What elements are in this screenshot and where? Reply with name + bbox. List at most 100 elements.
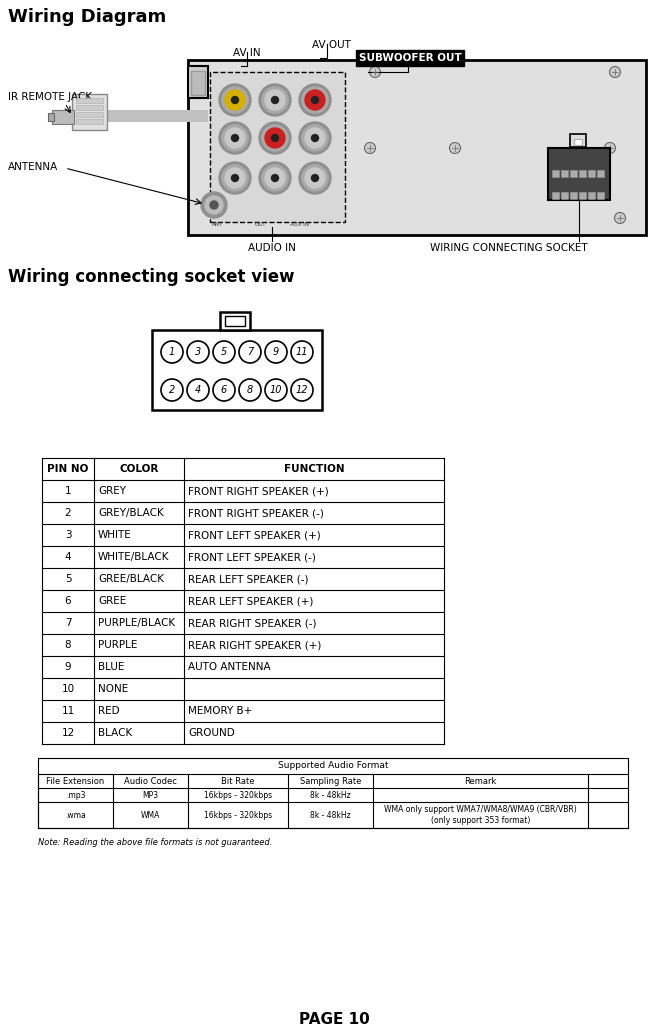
Text: 16kbps - 320kbps: 16kbps - 320kbps [204, 811, 272, 820]
Text: Sampling Rate: Sampling Rate [300, 777, 361, 786]
Circle shape [225, 90, 245, 110]
Text: WIRING CONNECTING SOCKET: WIRING CONNECTING SOCKET [430, 243, 588, 253]
Text: 11: 11 [61, 706, 75, 716]
Circle shape [259, 162, 291, 194]
Circle shape [265, 341, 287, 363]
Text: 9: 9 [273, 347, 279, 357]
Text: 6: 6 [65, 596, 71, 606]
Circle shape [239, 379, 261, 401]
Text: REAR LEFT SPEAKER (-): REAR LEFT SPEAKER (-) [188, 574, 309, 584]
Text: 10: 10 [61, 684, 75, 694]
Text: PAGE 10: PAGE 10 [299, 1012, 369, 1026]
Text: AV OUT: AV OUT [312, 40, 351, 50]
Bar [597, 170, 604, 177]
Bar [570, 170, 577, 177]
Circle shape [302, 125, 328, 151]
Circle shape [299, 84, 331, 116]
Circle shape [219, 122, 251, 154]
Text: REAR RIGHT SPEAKER (-): REAR RIGHT SPEAKER (-) [188, 618, 317, 628]
Text: 4: 4 [65, 552, 71, 562]
Circle shape [305, 90, 325, 110]
Circle shape [222, 87, 248, 113]
Text: .wma: .wma [65, 811, 86, 820]
Text: 16kbps - 320kbps: 16kbps - 320kbps [204, 790, 272, 799]
Circle shape [302, 87, 328, 113]
Text: WHITE/BLACK: WHITE/BLACK [98, 552, 170, 562]
Bar [548, 148, 610, 200]
Circle shape [210, 201, 218, 209]
Text: AUDIO IN: AUDIO IN [248, 243, 296, 253]
Text: 8k - 48kHz: 8k - 48kHz [310, 790, 351, 799]
Text: IR REMOTE JACK: IR REMOTE JACK [8, 92, 92, 102]
Bar [152, 330, 322, 410]
Text: PIN NO: PIN NO [47, 464, 89, 474]
Text: 10: 10 [270, 385, 283, 395]
Text: BLACK: BLACK [98, 728, 132, 738]
Bar [574, 139, 582, 145]
Text: WHITE: WHITE [98, 530, 132, 540]
Circle shape [213, 379, 235, 401]
Text: 5: 5 [221, 347, 227, 357]
Bar [188, 60, 646, 235]
Circle shape [450, 143, 460, 154]
Text: WMA only support WMA7/WMA8/WMA9 (CBR/VBR)
(only support 353 format): WMA only support WMA7/WMA8/WMA9 (CBR/VBR… [384, 805, 577, 825]
Bar [588, 170, 595, 177]
Text: GREY: GREY [98, 486, 126, 496]
Text: ANT: ANT [212, 222, 223, 227]
Text: REAR LEFT SPEAKER (+): REAR LEFT SPEAKER (+) [188, 596, 313, 606]
Circle shape [225, 168, 245, 188]
Bar [597, 192, 604, 199]
Text: FUNCTION: FUNCTION [284, 464, 344, 474]
Text: GROUND: GROUND [188, 728, 234, 738]
Bar [561, 192, 568, 199]
Text: 12: 12 [61, 728, 75, 738]
Text: 5: 5 [65, 574, 71, 584]
Circle shape [302, 165, 328, 191]
Text: 11: 11 [296, 347, 308, 357]
Circle shape [311, 96, 319, 104]
Circle shape [232, 174, 238, 182]
Text: Wiring connecting socket view: Wiring connecting socket view [8, 268, 295, 286]
Text: ANTENNA: ANTENNA [8, 162, 58, 172]
Text: 8: 8 [247, 385, 253, 395]
Circle shape [262, 125, 288, 151]
Circle shape [605, 143, 615, 154]
Circle shape [365, 143, 375, 154]
Circle shape [265, 379, 287, 401]
Text: COLOR: COLOR [120, 464, 159, 474]
Bar [191, 71, 205, 95]
Bar [579, 192, 586, 199]
Text: REAR RIGHT SPEAKER (+): REAR RIGHT SPEAKER (+) [188, 640, 321, 650]
Circle shape [299, 122, 331, 154]
Text: 3: 3 [195, 347, 201, 357]
Circle shape [222, 125, 248, 151]
Bar [579, 170, 586, 177]
Bar [570, 134, 586, 147]
Text: FRONT LEFT SPEAKER (-): FRONT LEFT SPEAKER (-) [188, 552, 316, 562]
Bar [552, 170, 559, 177]
Bar [100, 110, 208, 122]
Text: PURPLE/BLACK: PURPLE/BLACK [98, 618, 175, 628]
Text: BLUE: BLUE [98, 662, 124, 672]
Circle shape [201, 192, 227, 218]
Text: Remark: Remark [464, 777, 497, 786]
Circle shape [615, 212, 625, 224]
Bar [225, 316, 245, 326]
Circle shape [265, 168, 285, 188]
Text: GREE: GREE [98, 596, 126, 606]
Text: AV IN: AV IN [233, 48, 261, 58]
Bar [76, 105, 103, 110]
Bar [72, 94, 107, 130]
Circle shape [222, 165, 248, 191]
Text: 2: 2 [65, 508, 71, 518]
Text: 8: 8 [65, 640, 71, 650]
Circle shape [311, 134, 319, 142]
Text: RED: RED [98, 706, 120, 716]
Circle shape [311, 174, 319, 182]
Text: PURPLE: PURPLE [98, 640, 138, 650]
Text: GREE/BLACK: GREE/BLACK [98, 574, 164, 584]
Text: GREY/BLACK: GREY/BLACK [98, 508, 164, 518]
Circle shape [369, 67, 381, 78]
Circle shape [291, 341, 313, 363]
Circle shape [609, 67, 621, 78]
